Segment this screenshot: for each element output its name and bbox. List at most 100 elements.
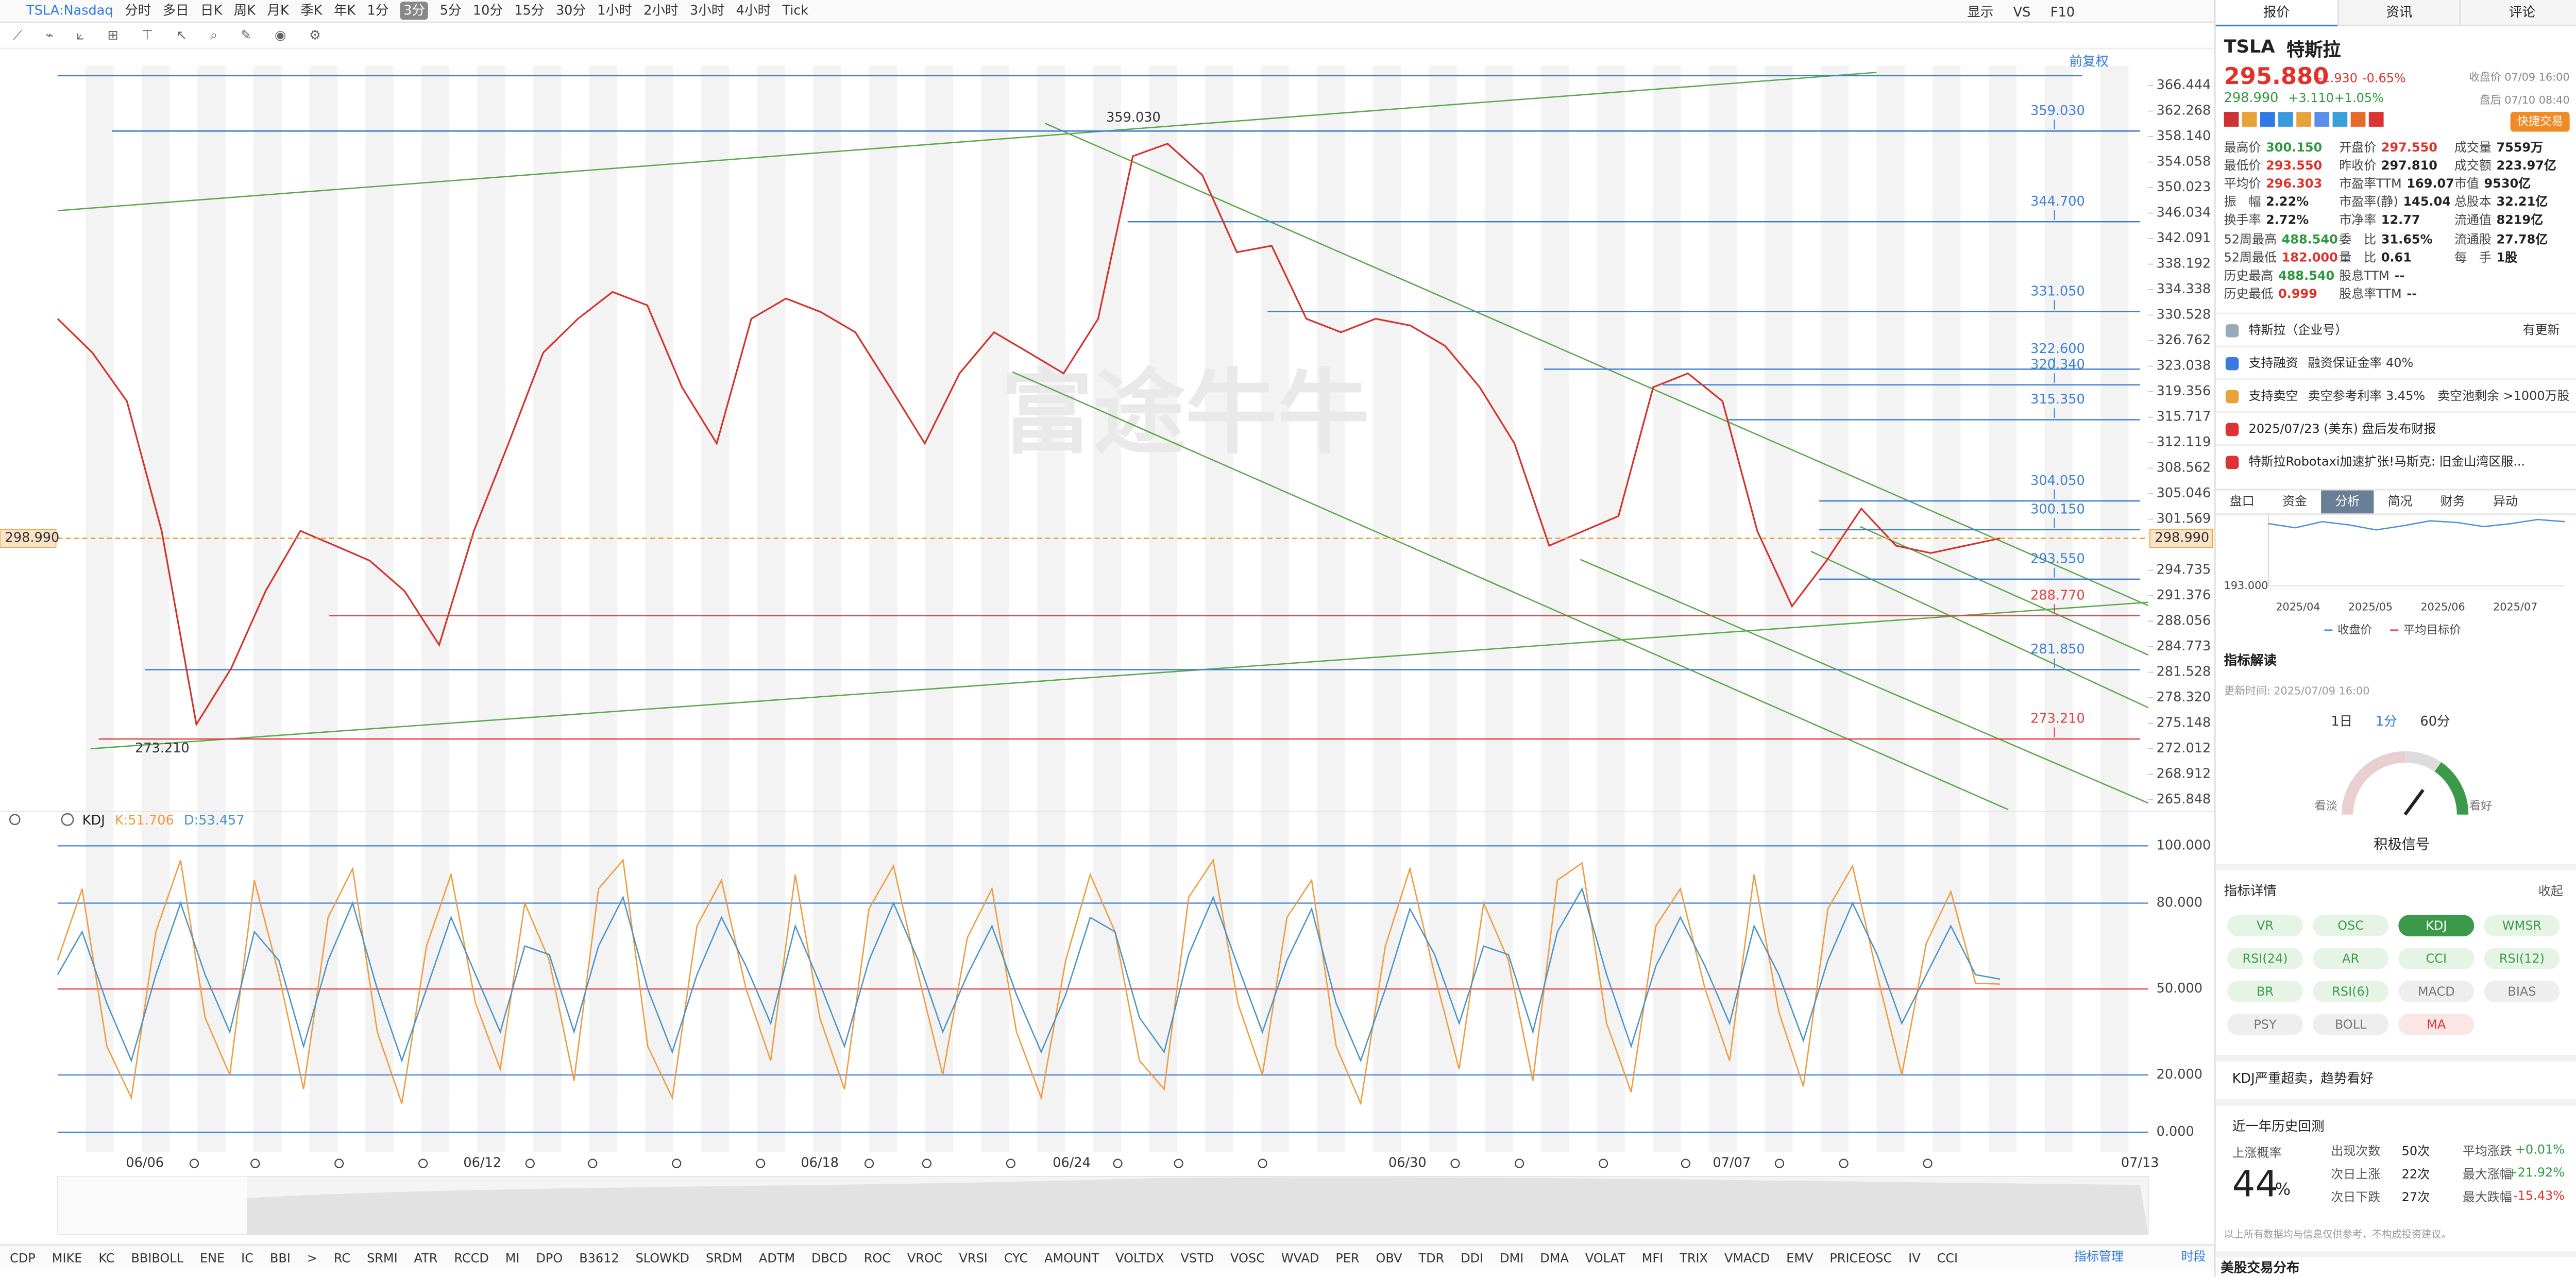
indicator-tab[interactable]: KC <box>98 1250 115 1265</box>
tool-icon[interactable]: ⌁ <box>45 28 54 43</box>
interval-button[interactable]: 60分 <box>2420 714 2450 729</box>
indicator-tab[interactable]: PRICEOSC <box>1829 1250 1892 1265</box>
period-button[interactable]: 多日 <box>162 3 189 19</box>
indicator-tab[interactable]: IC <box>241 1250 253 1265</box>
symbol[interactable]: TSLA:Nasdaq <box>26 3 113 19</box>
indicator-tab[interactable]: DBCD <box>811 1250 848 1265</box>
indicator-tab[interactable]: VROC <box>907 1250 943 1265</box>
info-row[interactable]: 2025/07/23 (美东) 盘后发布财报 <box>2215 411 2576 444</box>
period-button[interactable]: 日K <box>200 3 223 19</box>
indicator-tab[interactable]: BBIBOLL <box>131 1250 184 1265</box>
indicator-tab[interactable]: OBV <box>1376 1250 1402 1265</box>
indicator-name[interactable]: KDJ <box>82 812 105 827</box>
indicator-tab[interactable]: DMA <box>1540 1250 1569 1265</box>
indicator-tag[interactable]: RSI(6) <box>2313 981 2389 1002</box>
sub-tab[interactable]: 盘口 <box>2229 493 2255 509</box>
sub-tab[interactable]: 财务 <box>2440 493 2465 509</box>
indicator-tab[interactable]: VMACD <box>1724 1250 1770 1265</box>
indicator-tag[interactable]: WMSR <box>2484 915 2560 936</box>
sub-tab[interactable]: 异动 <box>2493 493 2518 509</box>
tool-icon[interactable]: ◉ <box>274 28 286 43</box>
period-button[interactable]: 周K <box>233 3 256 19</box>
indicator-tab[interactable]: CCI <box>1937 1250 1958 1265</box>
period-button[interactable]: 1分 <box>367 3 389 19</box>
period-button[interactable]: 15分 <box>514 3 545 19</box>
panel-tab[interactable]: 报价 <box>2215 0 2337 26</box>
indicator-tag[interactable]: CCI <box>2398 948 2475 969</box>
sub-tab[interactable]: 分析 <box>2321 490 2374 514</box>
indicator-tab[interactable]: VOSC <box>1230 1250 1265 1265</box>
indicator-tab[interactable]: IV <box>1908 1250 1921 1265</box>
period-button[interactable]: 10分 <box>472 3 503 19</box>
period-button[interactable]: 季K <box>300 3 323 19</box>
indicator-tab[interactable]: RCCD <box>454 1250 489 1265</box>
indicator-tag[interactable]: MA <box>2398 1014 2475 1035</box>
indicator-tab[interactable]: VOLAT <box>1585 1250 1625 1265</box>
indicator-tab[interactable]: ROC <box>863 1250 891 1265</box>
tool-icon[interactable]: ⚙ <box>309 28 321 43</box>
adjust-label[interactable]: 前复权 <box>2069 54 2109 70</box>
period-button[interactable]: 2小时 <box>643 3 679 19</box>
indicator-tab[interactable]: CYC <box>1004 1250 1028 1265</box>
tool-icon[interactable]: ⌕ <box>210 27 218 42</box>
indicator-tag[interactable]: VR <box>2227 915 2303 936</box>
toolbar-button[interactable]: VS <box>2013 4 2031 19</box>
session-button[interactable]: 时段 <box>2181 1249 2206 1264</box>
indicator-tag[interactable]: MACD <box>2398 981 2475 1002</box>
indicator-tab[interactable]: VOLTDX <box>1115 1250 1164 1265</box>
settings-icon[interactable] <box>9 814 21 826</box>
interval-button[interactable]: 1日 <box>2331 714 2353 729</box>
indicator-tab[interactable]: SRDM <box>705 1250 742 1265</box>
indicator-tab[interactable]: AMOUNT <box>1044 1250 1099 1265</box>
panel-tab[interactable]: 资讯 <box>2337 0 2460 25</box>
period-button[interactable]: 3分 <box>400 2 429 20</box>
indicator-tab[interactable]: VRSI <box>959 1250 988 1265</box>
info-row[interactable]: 特斯拉Robotaxi加速扩张!马斯克: 旧金山湾区服... <box>2215 444 2576 477</box>
indicator-tag[interactable]: RSI(12) <box>2484 948 2560 969</box>
sub-tab[interactable]: 简况 <box>2387 493 2413 509</box>
indicator-tab[interactable]: BBI <box>269 1250 291 1265</box>
indicator-tag[interactable]: BOLL <box>2313 1014 2389 1035</box>
period-button[interactable]: 年K <box>333 3 356 19</box>
info-row[interactable]: 支持卖空 卖空参考利率 3.45% 卖空池剩余 >1000万股 <box>2215 378 2576 411</box>
indicator-tab[interactable]: RC <box>333 1250 351 1265</box>
indicator-tab[interactable]: TDR <box>1418 1250 1445 1265</box>
indicator-tab[interactable]: SRMI <box>367 1250 398 1265</box>
tool-icon[interactable]: ⟋ <box>13 27 23 42</box>
indicator-tab[interactable]: > <box>307 1250 317 1265</box>
indicator-tag[interactable]: AR <box>2313 948 2389 969</box>
indicator-tab[interactable]: DPO <box>536 1250 563 1265</box>
period-button[interactable]: 30分 <box>555 3 586 19</box>
indicator-tab[interactable]: B3612 <box>579 1250 619 1265</box>
toolbar-button[interactable]: F10 <box>2050 4 2075 19</box>
indicator-tag[interactable]: RSI(24) <box>2227 948 2303 969</box>
indicator-tag[interactable]: PSY <box>2227 1014 2303 1035</box>
tool-icon[interactable]: ↖ <box>176 28 187 43</box>
indicator-tag[interactable]: BIAS <box>2484 981 2560 1002</box>
panel-tab[interactable]: 评论 <box>2460 0 2576 25</box>
tool-icon[interactable]: ⊤ <box>141 28 153 43</box>
period-button[interactable]: 3小时 <box>689 3 725 19</box>
indicator-tab[interactable]: WVAD <box>1281 1250 1319 1265</box>
indicator-tab[interactable]: ENE <box>199 1250 225 1265</box>
indicator-tab[interactable]: PER <box>1335 1250 1360 1265</box>
period-button[interactable]: Tick <box>782 3 809 19</box>
interval-button[interactable]: 1分 <box>2375 714 2397 729</box>
close-icon[interactable] <box>61 813 74 826</box>
tool-icon[interactable]: ✎ <box>240 28 252 43</box>
indicator-tab[interactable]: CDP <box>10 1250 36 1265</box>
toolbar-button[interactable]: 显示 <box>1967 4 1994 19</box>
indicator-tag[interactable]: KDJ <box>2398 915 2475 936</box>
indicator-tab[interactable]: DMI <box>1500 1250 1524 1265</box>
tool-icon[interactable]: ⊞ <box>107 28 118 43</box>
indicator-tab[interactable]: EMV <box>1786 1250 1814 1265</box>
info-row[interactable]: 支持融资 融资保证金率 40% <box>2215 345 2576 379</box>
period-button[interactable]: 4小时 <box>736 3 771 19</box>
period-button[interactable]: 1小时 <box>597 3 632 19</box>
indicator-tab[interactable]: ADTM <box>758 1250 795 1265</box>
indicator-tab[interactable]: MIKE <box>52 1250 82 1265</box>
quick-trade-button[interactable]: 快捷交易 <box>2510 112 2570 132</box>
tool-icon[interactable]: ⟀ <box>76 27 84 42</box>
indicator-manage[interactable]: 指标管理 <box>2074 1249 2124 1264</box>
indicator-tab[interactable]: ATR <box>414 1250 438 1265</box>
